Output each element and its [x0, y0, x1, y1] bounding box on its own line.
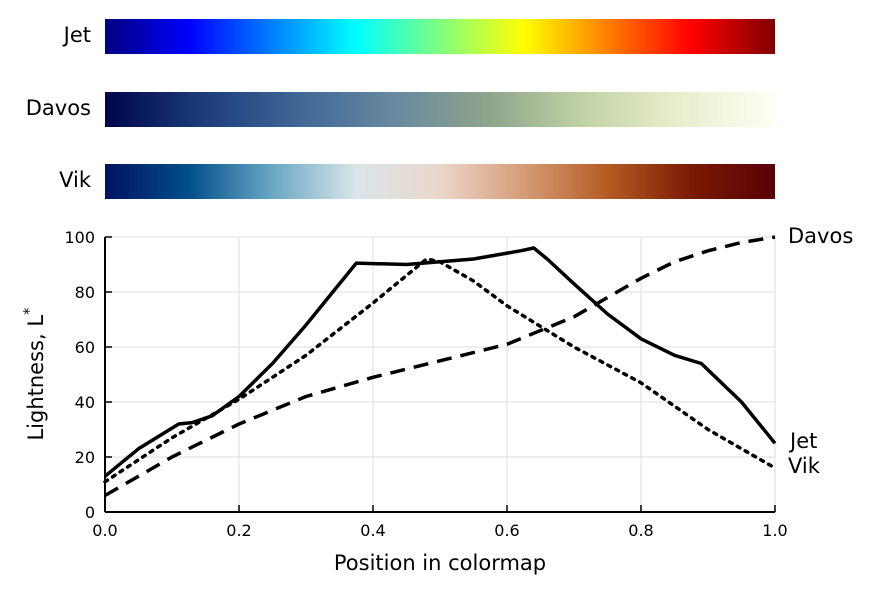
x-axis-label: Position in colormap — [334, 551, 546, 575]
x-tick-label: 0.0 — [92, 521, 117, 540]
colormap-bar-davos — [105, 92, 775, 127]
y-tick-label: 20 — [75, 448, 95, 467]
series-label-jet: Jet — [788, 429, 817, 453]
y-tick-label: 0 — [85, 503, 95, 522]
colormap-label-davos: Davos — [25, 96, 91, 120]
colormap-label-jet: Jet — [63, 23, 91, 47]
ticks: 0.0 0.2 0.4 0.6 0.8 1.0 0 20 40 60 80 100 — [64, 228, 787, 540]
x-tick-label: 0.8 — [628, 521, 653, 540]
series-line-davos — [104, 235, 776, 498]
x-tick-label: 1.0 — [762, 521, 787, 540]
colormap-bar-vik — [105, 164, 775, 199]
series-labels: Jet Davos Vik — [788, 224, 853, 478]
x-tick-label: 0.2 — [226, 521, 251, 540]
y-axis-label: Lightness, L* — [20, 307, 48, 441]
colormap-label-vik: Vik — [59, 168, 91, 192]
series-label-vik: Vik — [788, 454, 821, 478]
axes — [104, 237, 775, 513]
series-line-vik — [103, 257, 777, 484]
y-tick-label: 40 — [75, 393, 95, 412]
x-tick-label: 0.4 — [360, 521, 385, 540]
y-tick-label: 80 — [75, 283, 95, 302]
colormap-bar-jet — [105, 19, 775, 54]
y-axis-label-superscript: * — [20, 307, 38, 315]
y-tick-label: 100 — [64, 228, 95, 247]
grid — [104, 236, 776, 513]
y-tick-label: 60 — [75, 338, 95, 357]
x-tick-label: 0.6 — [494, 521, 519, 540]
series-label-davos: Davos — [788, 224, 853, 248]
series-lines — [103, 235, 777, 498]
